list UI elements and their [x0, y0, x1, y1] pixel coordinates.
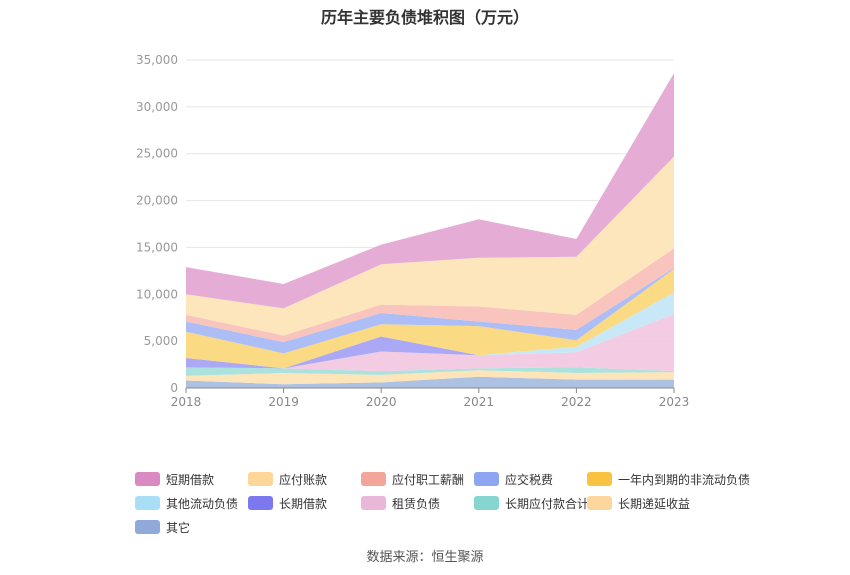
legend-item[interactable]: 租赁负债 [361, 496, 474, 511]
legend-swatch [474, 472, 499, 486]
x-tick-label: 2018 [171, 395, 202, 409]
legend-swatch [135, 496, 160, 510]
legend-item[interactable]: 应付账款 [248, 472, 361, 487]
legend-swatch [135, 520, 160, 534]
y-tick-label: 25,000 [136, 147, 178, 161]
legend-label: 应付职工薪酬 [392, 472, 465, 487]
area-其他流动负债 [186, 292, 674, 369]
legend: 短期借款 应付账款 应付职工薪酬 应交税费 一年内到期的非流动负债其他流动负债 长期借款 租… [135, 472, 750, 535]
x-tick-label: 2023 [659, 395, 690, 409]
legend-item[interactable]: 长期应付款合计 [474, 496, 590, 511]
legend-label: 长期借款 [279, 496, 328, 511]
legend-item[interactable]: 短期借款 [135, 472, 248, 487]
area-一年内到期的非流动负债 [186, 268, 674, 369]
legend-label: 其他流动负债 [166, 496, 239, 511]
legend-item[interactable]: 其他流动负债 [135, 496, 248, 511]
x-tick-label: 2022 [561, 395, 592, 409]
legend-label: 一年内到期的非流动负债 [618, 472, 751, 487]
legend-item[interactable]: 其它 [135, 520, 248, 535]
legend-item[interactable]: 长期递延收益 [587, 496, 757, 511]
legend-item[interactable]: 应交税费 [474, 472, 587, 487]
y-tick-label: 35,000 [136, 53, 178, 67]
area-长期递延收益 [186, 370, 674, 385]
legend-item[interactable]: 长期借款 [248, 496, 361, 511]
legend-swatch [587, 496, 612, 510]
legend-swatch [361, 472, 386, 486]
area-应付账款 [186, 156, 674, 336]
x-tick-label: 2020 [366, 395, 397, 409]
x-tick-label: 2021 [464, 395, 495, 409]
y-tick-label: 0 [170, 381, 178, 395]
legend-swatch [474, 496, 499, 510]
y-tick-label: 15,000 [136, 240, 178, 254]
y-tick-label: 20,000 [136, 194, 178, 208]
area-长期应付款合计 [186, 367, 674, 376]
legend-label: 租赁负债 [392, 496, 441, 511]
area-应付职工薪酬 [186, 248, 674, 343]
legend-swatch [248, 472, 273, 486]
x-tick-label: 2019 [268, 395, 299, 409]
legend-label: 长期应付款合计 [505, 496, 590, 511]
data-source: 数据来源：恒生聚源 [366, 550, 484, 565]
area-series [186, 73, 674, 388]
stacked-area-chart: 0 5,000 10,000 15,000 20,000 25,000 30,000 35,0… [136, 53, 689, 409]
area-短期借款 [186, 73, 674, 309]
y-tick-label: 5,000 [144, 334, 178, 348]
area-租赁负债 [186, 313, 674, 372]
y-tick-label: 10,000 [136, 287, 178, 301]
chart-title: 历年主要负债堆积图（万元） [320, 8, 529, 27]
y-tick-label: 30,000 [136, 100, 178, 114]
legend-swatch [135, 472, 160, 486]
legend-swatch [361, 496, 386, 510]
area-应交税费 [186, 268, 674, 354]
legend-swatch [587, 472, 612, 486]
legend-label: 长期递延收益 [618, 496, 691, 511]
legend-swatch [248, 496, 273, 510]
axes: 0 5,000 10,000 15,000 20,000 25,000 30,000 35,0… [136, 53, 689, 409]
legend-label: 应交税费 [505, 472, 554, 487]
legend-item[interactable]: 一年内到期的非流动负债 [587, 472, 757, 487]
area-其它 [186, 376, 674, 388]
legend-label: 其它 [166, 520, 191, 535]
legend-label: 应付账款 [279, 472, 328, 487]
legend-item[interactable]: 应付职工薪酬 [361, 472, 474, 487]
legend-label: 短期借款 [166, 472, 215, 487]
